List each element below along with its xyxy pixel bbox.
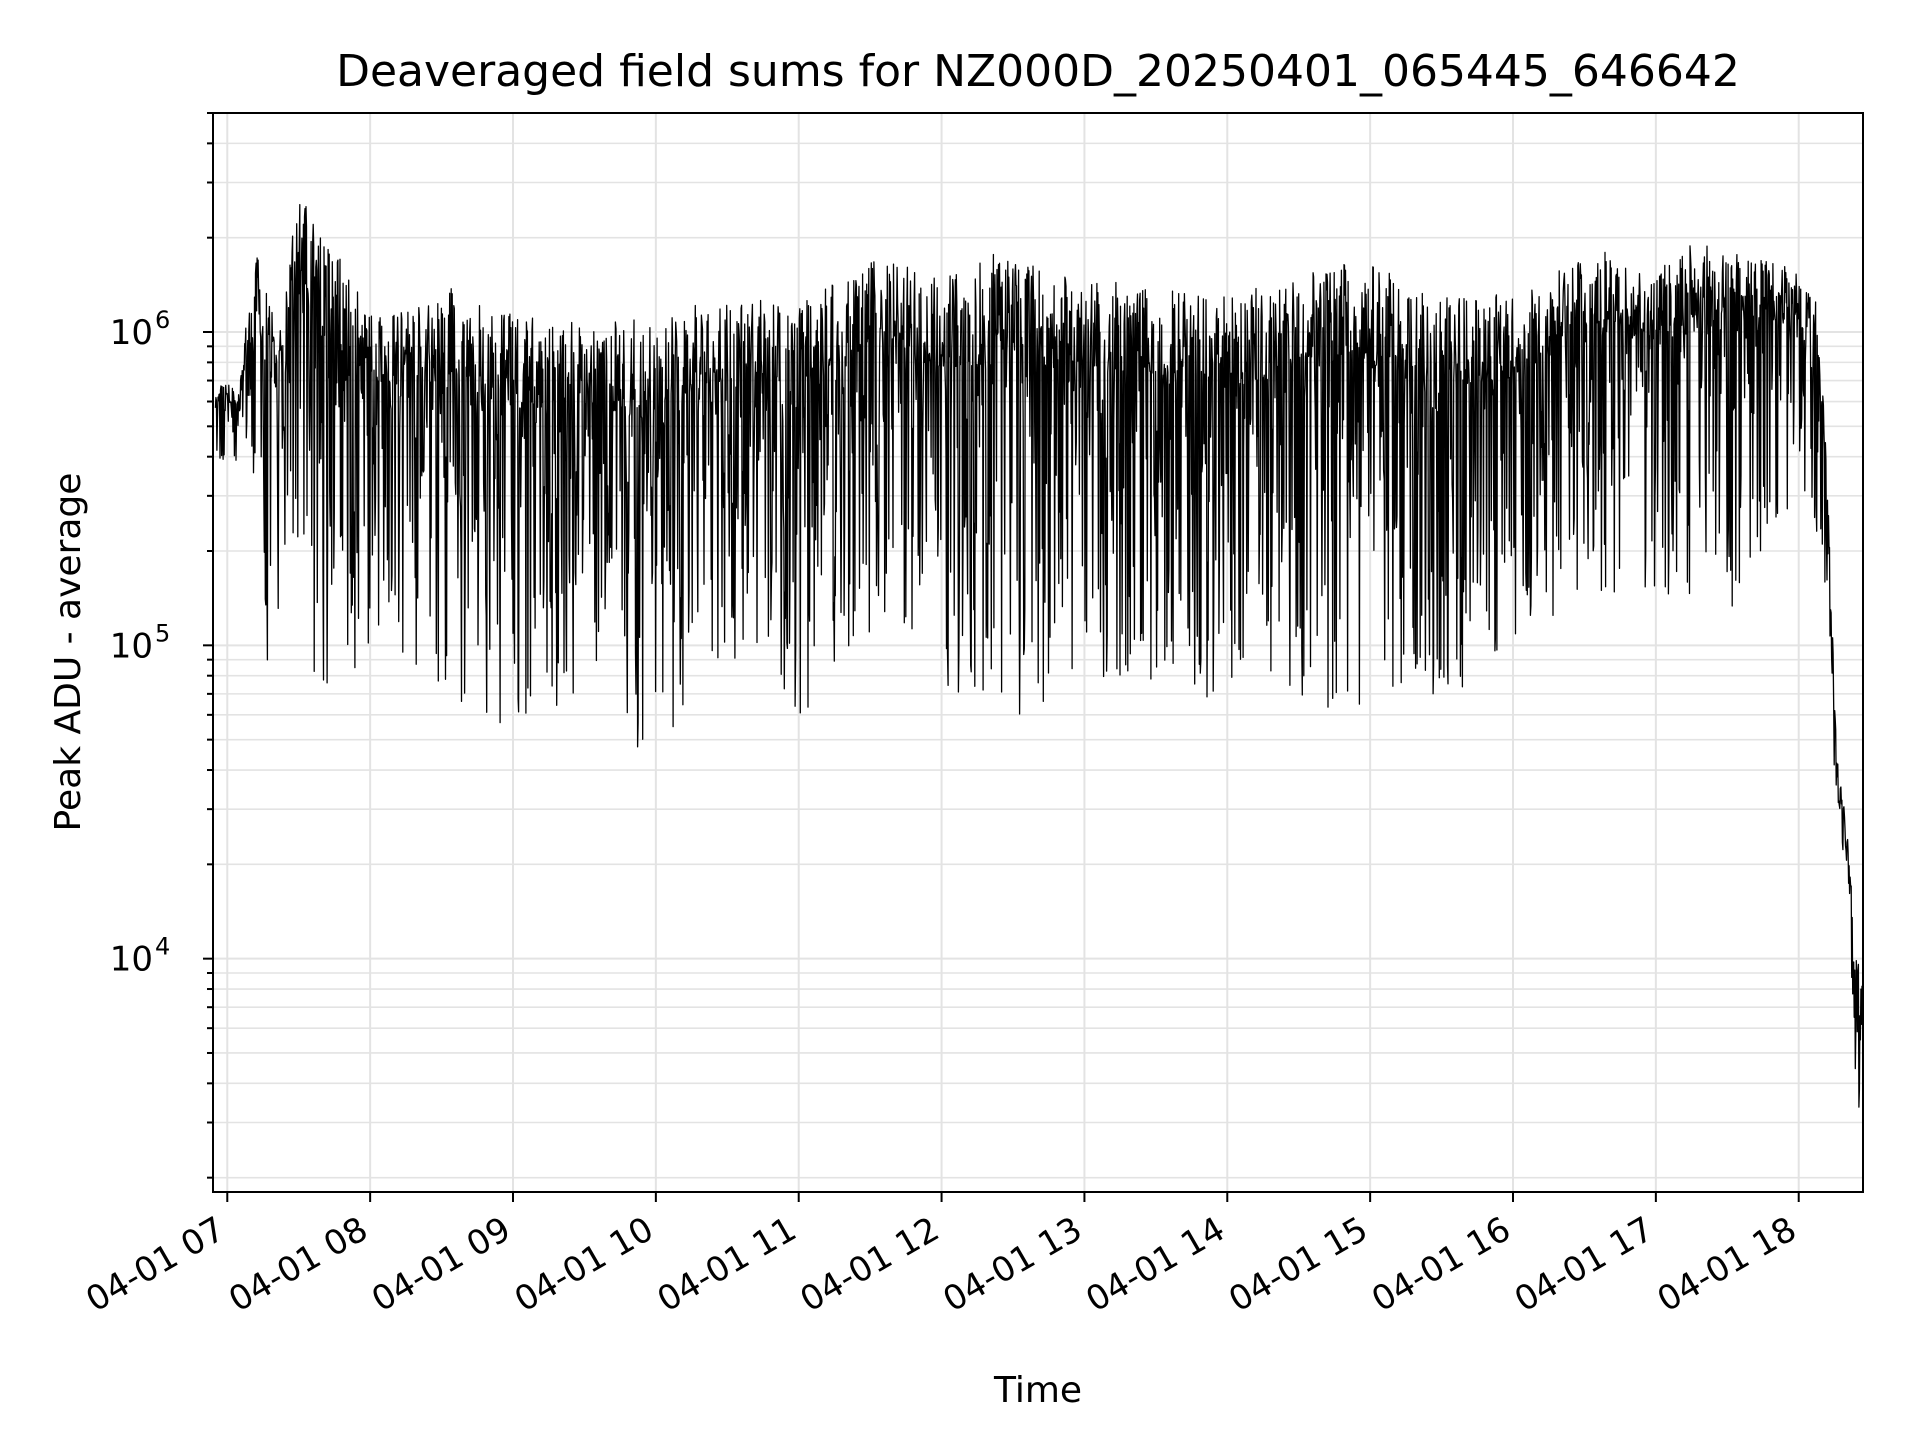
y-tick-label-exponent: 5 [155,619,170,647]
y-tick-label: 10 [110,626,153,666]
y-axis-label: Peak ADU - average [48,473,89,832]
x-axis-label: Time [993,1370,1082,1411]
y-tick-label: 10 [110,313,153,353]
chart-title: Deaveraged field sums for NZ000D_2025040… [336,46,1740,97]
series-line-group [214,203,1864,1108]
y-tick-label-exponent: 6 [155,306,170,334]
plot-frame [212,112,1864,1193]
series-line [214,203,1864,1108]
y-tick-label-exponent: 4 [155,933,170,961]
y-tick-label: 10 [110,940,153,980]
